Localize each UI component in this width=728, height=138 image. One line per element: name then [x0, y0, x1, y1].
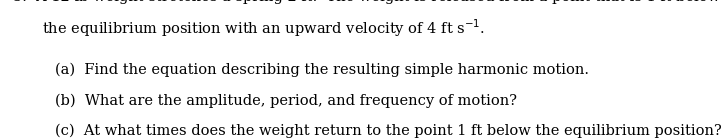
Text: the equilibrium position with an upward velocity of 4 ft s$^{-1}$.: the equilibrium position with an upward … — [42, 17, 486, 39]
Text: (b)  What are the amplitude, period, and frequency of motion?: (b) What are the amplitude, period, and … — [55, 93, 517, 108]
Text: 5.  A 12-lb weight stretches a spring 2 ft.  The weight is released from a point: 5. A 12-lb weight stretches a spring 2 f… — [13, 0, 720, 4]
Text: (a)  Find the equation describing the resulting simple harmonic motion.: (a) Find the equation describing the res… — [55, 63, 589, 77]
Text: (c)  At what times does the weight return to the point 1 ft below the equilibriu: (c) At what times does the weight return… — [55, 124, 721, 138]
